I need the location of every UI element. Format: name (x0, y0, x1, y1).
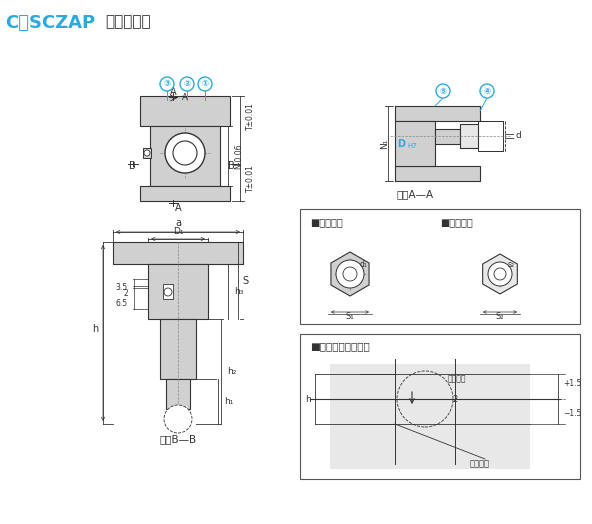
Text: B: B (128, 161, 136, 171)
Circle shape (198, 77, 212, 91)
Text: 调整基准: 调整基准 (470, 460, 490, 468)
Text: a: a (175, 218, 181, 228)
Bar (395, 121, 435, 166)
Text: ■锁紧螺母: ■锁紧螺母 (310, 217, 343, 227)
Bar (300, 334, 580, 479)
Polygon shape (331, 252, 369, 296)
Bar (460, 124, 478, 148)
Text: S₁: S₁ (346, 312, 355, 321)
Circle shape (160, 77, 174, 91)
Bar (300, 209, 580, 324)
Text: 6.5: 6.5 (116, 300, 128, 309)
Text: A: A (182, 93, 188, 103)
Circle shape (165, 133, 205, 173)
Circle shape (173, 141, 197, 165)
Circle shape (164, 405, 192, 433)
Text: d₁: d₁ (360, 260, 368, 269)
Circle shape (336, 260, 364, 288)
Text: C－SCZAP: C－SCZAP (5, 14, 95, 32)
Text: T±0.01: T±0.01 (246, 102, 255, 130)
Circle shape (144, 150, 150, 156)
Text: S₂: S₂ (496, 312, 504, 321)
Bar (150, 126, 220, 186)
Text: N-0.06: N-0.06 (234, 143, 243, 169)
Bar (478, 121, 503, 151)
Polygon shape (482, 254, 517, 294)
Text: D: D (397, 139, 405, 149)
Text: ⑤: ⑤ (439, 86, 446, 95)
Bar (435, 129, 460, 144)
Bar (113, 242, 243, 264)
Bar (160, 319, 196, 379)
Circle shape (180, 77, 194, 91)
Text: h₂: h₂ (227, 366, 236, 376)
Text: ①: ① (201, 80, 208, 89)
Text: −1.5: −1.5 (563, 409, 581, 419)
Circle shape (343, 267, 357, 281)
Text: ②: ② (184, 80, 191, 89)
Text: ■斜导杆高度调整量: ■斜导杆高度调整量 (310, 341, 370, 351)
Circle shape (164, 288, 172, 296)
Text: h₁: h₁ (224, 397, 233, 406)
Bar (163, 284, 173, 299)
Text: ④: ④ (484, 86, 491, 95)
Text: A: A (175, 203, 182, 213)
Text: H7: H7 (407, 143, 417, 149)
Bar (148, 264, 208, 319)
Bar (143, 148, 151, 158)
Bar (140, 186, 230, 201)
Bar (330, 364, 530, 469)
Text: s₂: s₂ (508, 260, 515, 269)
Bar (395, 106, 480, 121)
Text: d: d (515, 132, 521, 140)
Text: 2: 2 (123, 289, 128, 299)
Text: ③: ③ (163, 80, 170, 89)
Text: （可调型）: （可调型） (105, 14, 150, 29)
Text: +1.5: +1.5 (563, 379, 581, 388)
Text: B: B (228, 161, 234, 171)
Text: 3.5: 3.5 (116, 282, 128, 291)
Text: h₃: h₃ (234, 288, 243, 297)
Text: D₁: D₁ (173, 227, 184, 236)
Text: h: h (92, 324, 98, 334)
Text: 2: 2 (452, 395, 458, 403)
Text: 截面A—A: 截面A—A (397, 189, 433, 199)
Text: h: h (305, 395, 311, 403)
Circle shape (494, 268, 506, 280)
Bar (140, 96, 230, 126)
Circle shape (488, 262, 512, 286)
Text: S: S (242, 276, 248, 286)
Text: A: A (170, 87, 176, 97)
Text: 截面B—B: 截面B—B (159, 434, 197, 444)
Text: T±0.01: T±0.01 (246, 164, 255, 192)
Text: 轴径中心: 轴径中心 (448, 375, 466, 384)
Circle shape (436, 84, 450, 98)
Text: ■调整螺杆: ■调整螺杆 (440, 217, 473, 227)
Circle shape (480, 84, 494, 98)
Bar (395, 166, 480, 181)
Bar (166, 379, 190, 409)
Text: N₁: N₁ (380, 139, 389, 149)
